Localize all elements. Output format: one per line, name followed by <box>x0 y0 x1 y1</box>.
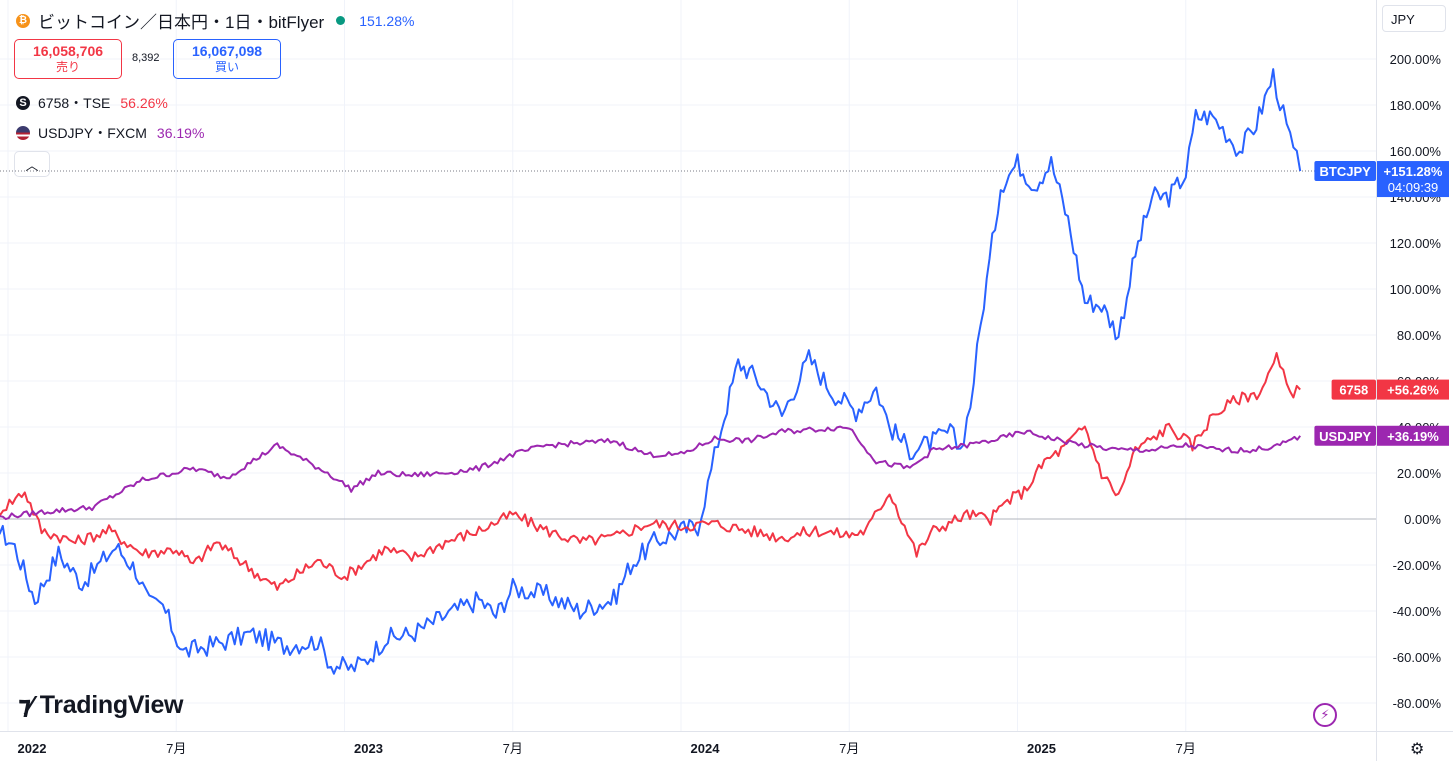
bitcoin-coin-icon: ₿ <box>16 13 30 28</box>
tradingview-logo-text: TradingView <box>39 691 184 719</box>
spread-value: 8,392 <box>132 52 160 64</box>
series-name-tag <box>1314 425 1376 446</box>
chevron-up-icon: ︿ <box>25 157 39 173</box>
series-line-usdjpy <box>0 425 1302 521</box>
tradingview-mark-icon: ⁊⁄ <box>18 690 33 720</box>
y-tick-label: 0.00% <box>1404 512 1441 527</box>
x-tick-label: 2024 <box>691 741 721 756</box>
lightning-icon[interactable]: ⚡ <box>1313 703 1337 727</box>
compare-legend-6758[interactable]: S 6758・TSE 56.26% <box>16 93 168 113</box>
series-value-label: +36.19% <box>1387 429 1439 444</box>
y-tick-label: 200.00% <box>1390 52 1442 67</box>
y-tick-label: 100.00% <box>1390 282 1442 297</box>
y-tick-label: 180.00% <box>1390 98 1442 113</box>
sell-label: 売り <box>55 60 80 74</box>
tradingview-logo: ⁊⁄ TradingView <box>18 690 184 721</box>
sony-s-icon: S <box>16 96 30 110</box>
sell-price: 16,058,706 <box>32 43 104 59</box>
x-tick-label: 7月 <box>1176 741 1196 756</box>
series-value-tag <box>1377 425 1449 446</box>
y-tick-label: -20.00% <box>1393 558 1442 573</box>
us-flag-icon <box>16 126 30 140</box>
collapse-legend-button[interactable]: ︿ <box>14 151 50 177</box>
x-tick-label: 2023 <box>354 741 383 756</box>
settings-gear-icon[interactable]: ⚙ <box>1410 741 1425 758</box>
series-name-tag <box>1331 379 1376 400</box>
compare-change-6758: 56.26% <box>120 95 168 111</box>
series-value-label: +56.26% <box>1387 383 1439 398</box>
series-name-label: USDJPY <box>1319 429 1371 444</box>
compare-symbol-usdjpy: USDJPY・FXCM <box>38 125 147 141</box>
series-line-6758 <box>0 352 1301 591</box>
x-tick-label: 2022 <box>18 741 47 756</box>
market-status-icon <box>336 16 346 25</box>
buy-button[interactable]: 16,067,098 買い <box>173 39 281 79</box>
currency-selector[interactable]: JPY <box>1382 5 1446 32</box>
series-line-btcjpy <box>0 68 1302 675</box>
buy-label: 買い <box>214 60 239 74</box>
compare-change-usdjpy: 36.19% <box>156 125 205 141</box>
buy-price: 16,067,098 <box>191 43 263 59</box>
x-tick-label: 7月 <box>503 741 523 756</box>
series-time-label: 04:09:39 <box>1388 180 1439 195</box>
y-tick-label: -60.00% <box>1393 650 1442 665</box>
series-name-label: 6758 <box>1339 383 1368 398</box>
compare-symbol-6758: 6758・TSE <box>38 95 111 111</box>
series-name-tag <box>1314 161 1376 182</box>
y-tick-label: -80.00% <box>1393 696 1442 711</box>
x-tick-label: 7月 <box>166 741 186 756</box>
y-tick-label: 160.00% <box>1390 144 1442 159</box>
series-value-label: +151.28% <box>1384 164 1443 179</box>
compare-legend-usdjpy[interactable]: USDJPY・FXCM 36.19% <box>16 123 204 143</box>
y-tick-label: -40.00% <box>1393 604 1442 619</box>
x-tick-label: 2025 <box>1027 741 1056 756</box>
y-tick-label: 20.00% <box>1397 466 1442 481</box>
symbol-title[interactable]: ビットコイン／日本円・1日・bitFlyer <box>38 13 325 32</box>
series-value-tag <box>1377 161 1449 198</box>
y-tick-label: 120.00% <box>1390 236 1442 251</box>
series-value-tag <box>1377 379 1449 400</box>
y-tick-label: 80.00% <box>1397 328 1442 343</box>
x-tick-label: 7月 <box>839 741 859 756</box>
main-symbol-legend: ₿ ビットコイン／日本円・1日・bitFlyer 151.28% <box>16 8 414 33</box>
sell-button[interactable]: 16,058,706 売り <box>14 39 122 79</box>
series-name-label: BTCJPY <box>1320 164 1372 179</box>
main-change: 151.28% <box>359 12 415 29</box>
